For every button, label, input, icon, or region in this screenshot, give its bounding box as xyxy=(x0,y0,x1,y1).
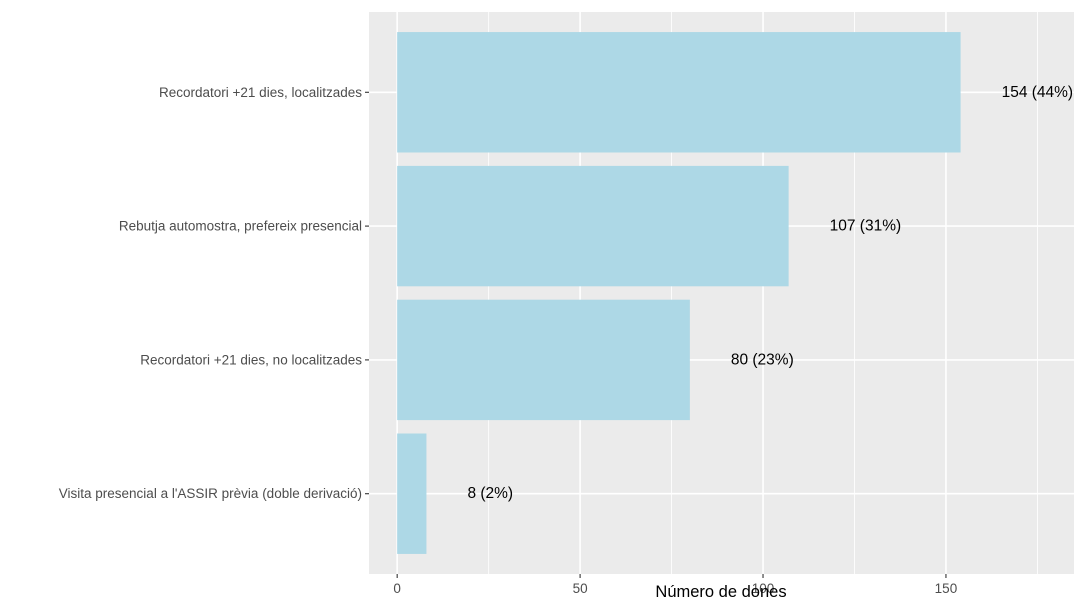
x-tick-label: 150 xyxy=(935,581,958,596)
bars xyxy=(397,32,961,554)
x-tick-label: 0 xyxy=(393,581,401,596)
data-label: 107 (31%) xyxy=(830,218,902,235)
y-tick-label: Recordatori +21 dies, localitzades xyxy=(159,85,362,100)
x-axis-title: Número de dones xyxy=(655,583,786,601)
data-labels: 154 (44%) 107 (31%) 80 (23%) 8 (2%) xyxy=(467,84,1073,502)
x-tick-label: 100 xyxy=(752,581,775,596)
x-tick-label: 50 xyxy=(573,581,588,596)
bar xyxy=(397,32,961,153)
data-label: 80 (23%) xyxy=(731,351,794,368)
data-label: 8 (2%) xyxy=(467,485,513,502)
x-axis: 0 50 100 150 xyxy=(393,574,957,596)
y-tick-label: Visita presencial a l'ASSIR prèvia (dobl… xyxy=(59,486,362,501)
data-label: 154 (44%) xyxy=(1002,84,1074,101)
y-axis: Recordatori +21 dies, localitzades Rebutj… xyxy=(59,85,369,501)
bar xyxy=(397,299,690,421)
bar xyxy=(397,433,427,554)
bar xyxy=(397,165,789,287)
y-tick-label: Rebutja automostra, prefereix presencial xyxy=(119,219,362,234)
y-tick-label: Recordatori +21 dies, no localitzades xyxy=(140,352,362,367)
